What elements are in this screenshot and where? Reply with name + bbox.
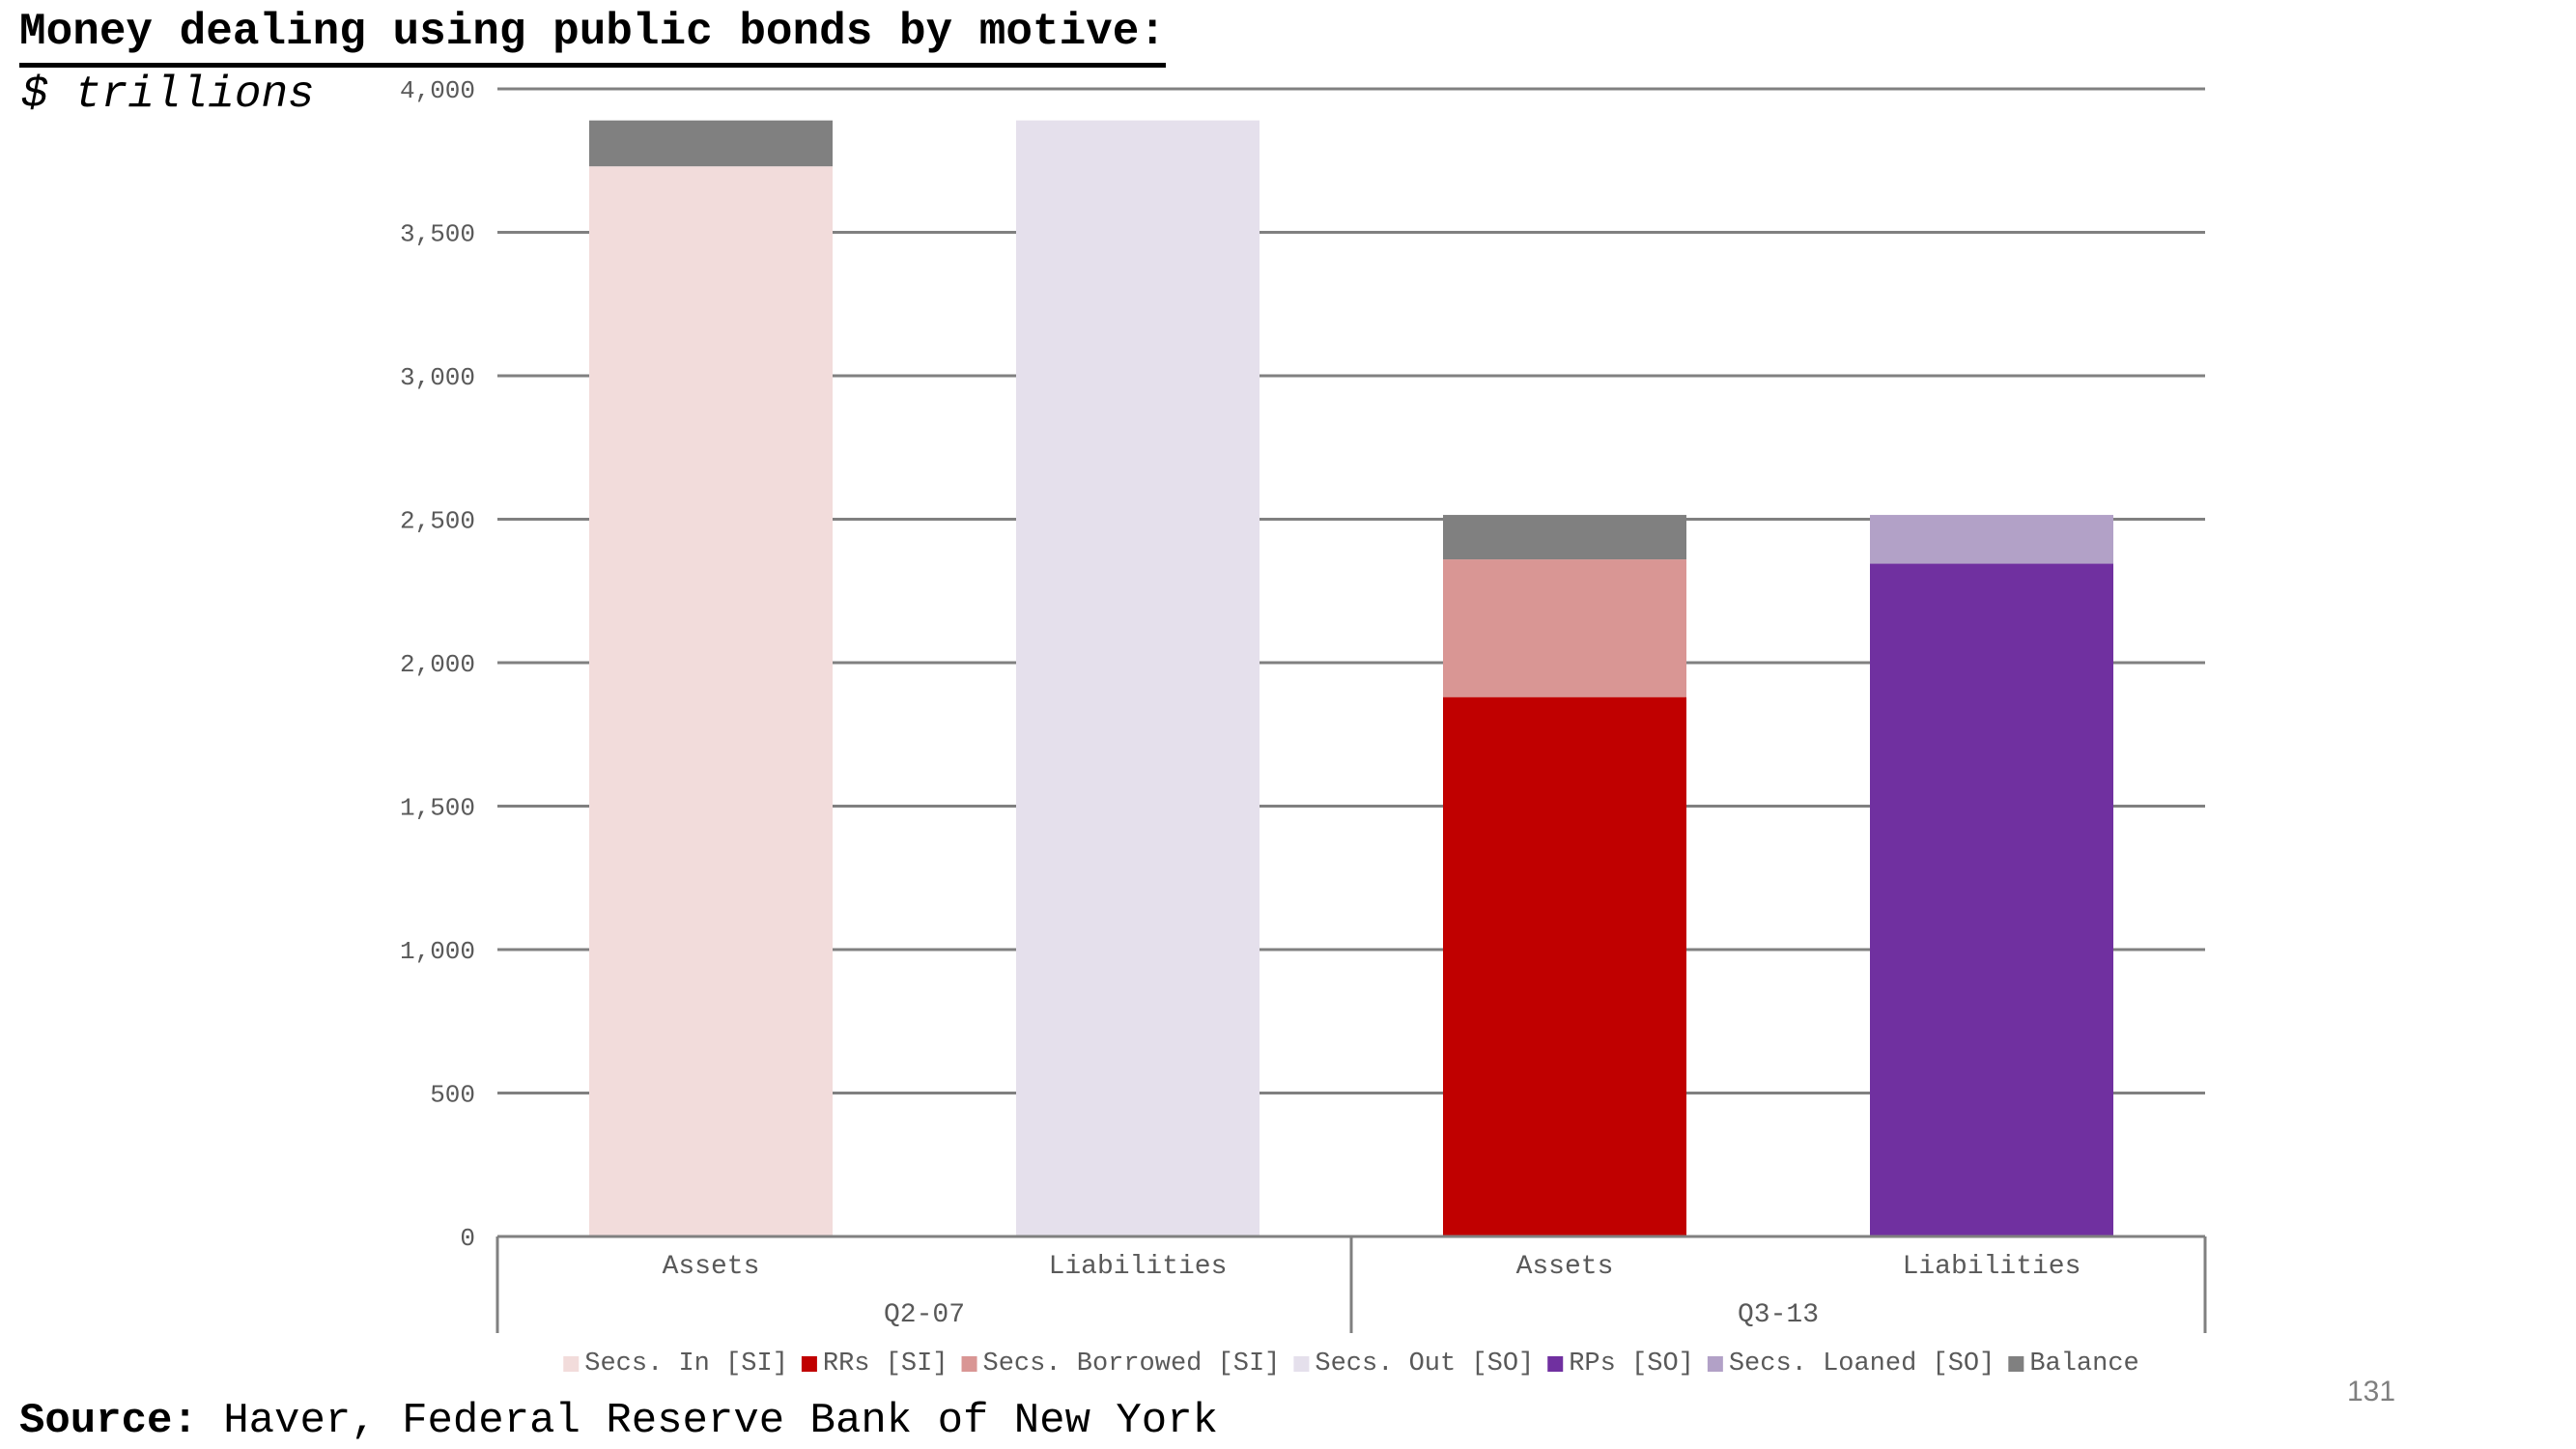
x-group-label: Q2-07: [884, 1300, 965, 1330]
y-tick-label: 3,500: [400, 220, 475, 249]
y-tick-label: 3,000: [400, 363, 475, 392]
chart-subtitle: $ trillions: [21, 70, 315, 120]
legend-swatch: [1547, 1356, 1564, 1372]
legend-swatch: [961, 1356, 977, 1372]
legend: Secs. In [SI] RRs [SI] Secs. Borrowed [SI]…: [563, 1350, 2139, 1378]
legend-label: Secs. Borrowed [SI]: [983, 1350, 1281, 1378]
bar-segment: [1443, 515, 1686, 560]
y-tick-label: 1,500: [400, 794, 475, 823]
legend-swatch: [563, 1356, 580, 1372]
x-category-label: Assets: [1516, 1252, 1614, 1282]
legend-label: Balance: [2029, 1350, 2138, 1378]
bar-segment: [1870, 563, 2113, 1236]
bar-segment: [1443, 696, 1686, 1236]
y-tick-label: 500: [430, 1081, 475, 1110]
bar-segment: [1443, 559, 1686, 697]
x-axis: Assets Liabilities Assets Liabilities Q2-07 Q…: [495, 1235, 2207, 1333]
legend-item: RPs [SO]: [1547, 1350, 1694, 1378]
bars: [589, 120, 2113, 1237]
legend-item: Secs. Borrowed [SI]: [961, 1350, 1281, 1378]
y-tick-label: 0: [460, 1224, 475, 1253]
legend-item: RRs [SI]: [801, 1350, 948, 1378]
source-note: Source: Haver, Federal Reserve Bank of N…: [19, 1397, 1218, 1445]
bar-segment: [589, 166, 833, 1237]
legend-item: Secs. Loaned [SO]: [1707, 1350, 1995, 1378]
legend-label: Secs. Loaned [SO]: [1729, 1350, 1995, 1378]
bar-segment: [1870, 515, 2113, 564]
bar-segment: [589, 120, 833, 167]
legend-swatch: [1293, 1356, 1310, 1372]
y-tick-label: 2,500: [400, 507, 475, 536]
legend-label: RRs [SI]: [823, 1350, 948, 1378]
x-category-label: Liabilities: [1049, 1252, 1228, 1282]
y-axis: 0 500 1,000 1,500 2,000 2,500 3,000 3,500 4,000: [400, 76, 475, 1253]
source-label: Source:: [19, 1397, 198, 1445]
page-number: 131: [2347, 1376, 2396, 1407]
x-category-label: Assets: [663, 1252, 760, 1282]
legend-label: Secs. In [SI]: [584, 1350, 788, 1378]
legend-item: Secs. Out [SO]: [1293, 1350, 1534, 1378]
chart-title: Money dealing using public bonds by moti…: [19, 8, 1166, 68]
y-tick-label: 2,000: [400, 650, 475, 679]
x-category-label: Liabilities: [1903, 1252, 2081, 1282]
legend-swatch: [2008, 1356, 2024, 1372]
x-group-label: Q3-13: [1738, 1300, 1819, 1330]
legend-label: Secs. Out [SO]: [1315, 1350, 1534, 1378]
legend-swatch: [801, 1356, 817, 1372]
legend-item: Balance: [2008, 1350, 2139, 1378]
bar-segment: [1016, 120, 1260, 1236]
legend-label: RPs [SO]: [1569, 1350, 1694, 1378]
legend-swatch: [1707, 1356, 1723, 1372]
legend-item: Secs. In [SI]: [563, 1350, 788, 1378]
source-text: Haver, Federal Reserve Bank of New York: [197, 1397, 1219, 1445]
y-tick-label: 4,000: [400, 76, 475, 105]
y-tick-label: 1,000: [400, 937, 475, 966]
